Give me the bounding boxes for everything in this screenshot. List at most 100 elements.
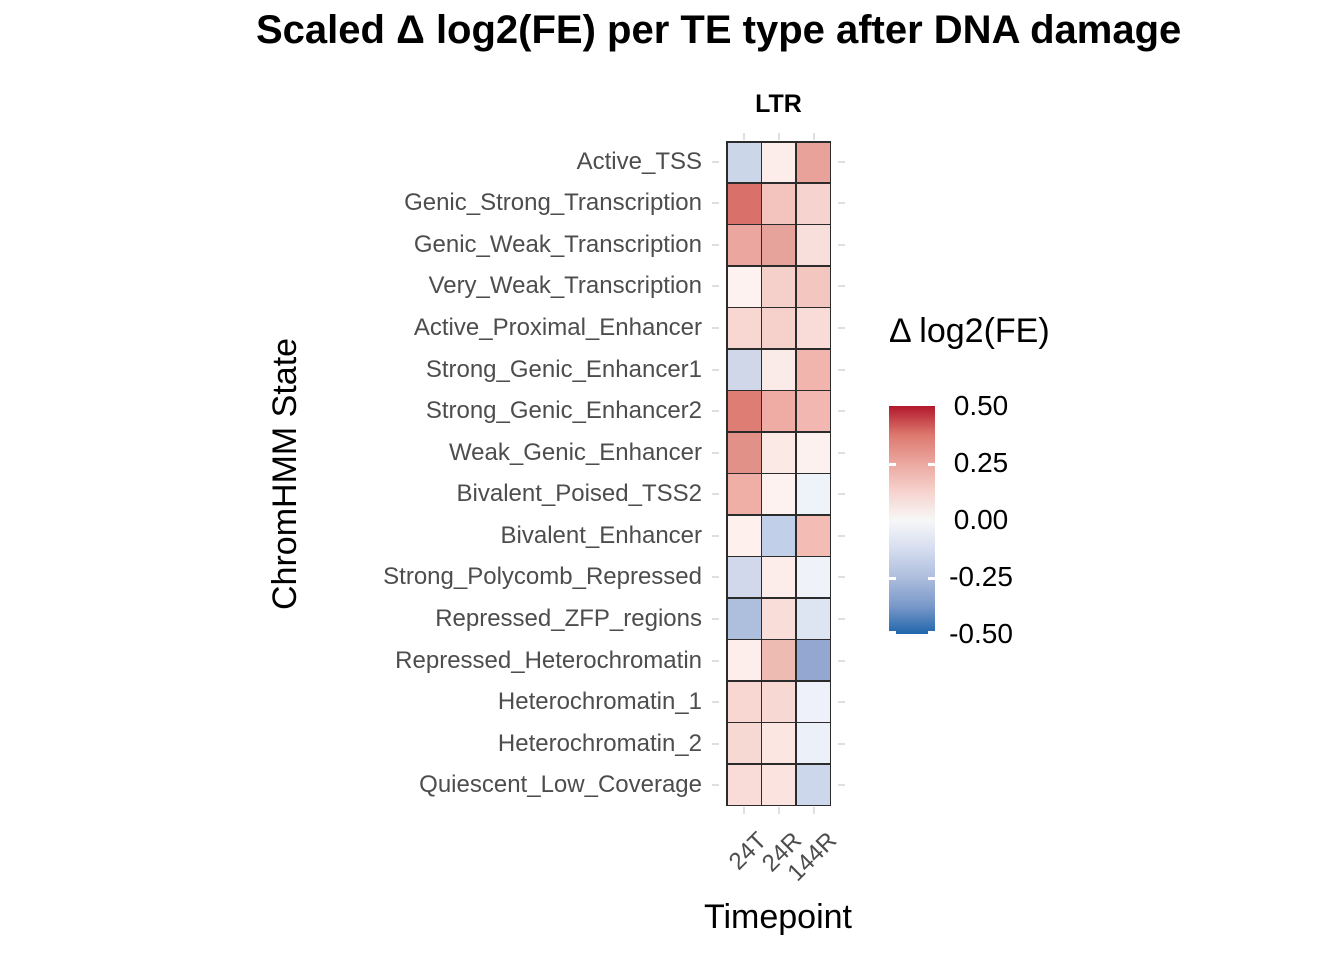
axis-tick-mark xyxy=(712,534,719,537)
heatmap-cell xyxy=(796,266,830,307)
y-tick-label: Active_Proximal_Enhancer xyxy=(413,314,702,342)
y-tick-label: Bivalent_Enhancer xyxy=(500,521,702,549)
heatmap-cell xyxy=(727,225,761,266)
heatmap-cell xyxy=(796,142,830,183)
heatmap-cell xyxy=(762,640,795,681)
axis-tick-mark xyxy=(777,133,780,140)
axis-tick-mark xyxy=(712,576,719,579)
axis-tick-mark xyxy=(712,784,719,787)
heatmap-cell xyxy=(796,515,830,556)
heatmap-cell xyxy=(727,266,761,307)
legend-tick-label: 0.50 xyxy=(953,390,1009,421)
y-tick-label: Bivalent_Poised_TSS2 xyxy=(456,480,702,508)
heatmap-cell xyxy=(796,723,830,764)
heatmap-cell xyxy=(796,474,830,515)
heatmap-cell xyxy=(762,183,795,224)
heatmap-cell xyxy=(796,349,830,390)
heatmap-cell xyxy=(762,598,795,639)
y-tick-label: Repressed_ZFP_regions xyxy=(435,604,702,632)
axis-tick-mark xyxy=(777,807,780,814)
axis-tick-mark xyxy=(712,368,719,371)
y-tick-label: Strong_Genic_Enhancer1 xyxy=(425,355,702,383)
heatmap-cell xyxy=(762,142,795,183)
y-tick-label: Genic_Strong_Transcription xyxy=(404,189,702,217)
axis-tick-mark xyxy=(812,807,815,814)
heatmap-cell xyxy=(727,723,761,764)
axis-tick-mark xyxy=(812,133,815,140)
legend-bar-tick xyxy=(928,577,935,580)
y-tick-label: Heterochromatin_2 xyxy=(497,729,702,757)
y-tick-label: Active_TSS xyxy=(576,147,702,175)
y-tick-label: Repressed_Heterochromatin xyxy=(395,646,702,674)
axis-tick-mark xyxy=(712,160,719,163)
axis-tick-mark xyxy=(838,160,845,163)
axis-tick-mark xyxy=(712,202,719,205)
axis-tick-mark xyxy=(712,617,719,620)
legend-tick-label: 0.25 xyxy=(953,447,1009,478)
heatmap-cell xyxy=(762,225,795,266)
heatmap-cell xyxy=(796,557,830,598)
heatmap-cell xyxy=(727,349,761,390)
heatmap-cell xyxy=(796,764,830,805)
axis-tick-mark xyxy=(712,285,719,288)
heatmap-panel xyxy=(726,141,831,806)
axis-tick-mark xyxy=(712,742,719,745)
axis-tick-mark xyxy=(712,243,719,246)
axis-tick-mark xyxy=(838,493,845,496)
legend-bar-tick xyxy=(928,631,935,634)
heatmap-cell xyxy=(796,681,830,722)
legend-title: Δ log2(FE) xyxy=(889,312,1050,350)
axis-tick-mark xyxy=(742,807,745,814)
y-tick-label: Strong_Genic_Enhancer2 xyxy=(425,397,702,425)
axis-tick-mark xyxy=(838,617,845,620)
axis-tick-mark xyxy=(838,742,845,745)
axis-tick-mark xyxy=(838,327,845,330)
heatmap-cell xyxy=(727,640,761,681)
axis-tick-mark xyxy=(712,701,719,704)
y-tick-label: Weak_Genic_Enhancer xyxy=(448,438,702,466)
heatmap-cell xyxy=(762,723,795,764)
legend-tick-label: 0.00 xyxy=(953,504,1009,535)
legend-tick-label: -0.25 xyxy=(949,561,1013,592)
axis-tick-mark xyxy=(838,659,845,662)
heatmap-cell xyxy=(762,266,795,307)
axis-tick-mark xyxy=(838,701,845,704)
facet-strip-label: LTR xyxy=(755,90,802,118)
heatmap-cell xyxy=(727,515,761,556)
heatmap-cell xyxy=(762,764,795,805)
legend-bar-tick xyxy=(889,577,896,580)
legend-bar-tick xyxy=(928,463,935,466)
heatmap-cell xyxy=(727,432,761,473)
heatmap-cell xyxy=(727,308,761,349)
heatmap-cell xyxy=(727,474,761,515)
heatmap-cell xyxy=(727,598,761,639)
axis-tick-mark xyxy=(712,493,719,496)
axis-tick-mark xyxy=(712,451,719,454)
heatmap-cell xyxy=(762,391,795,432)
y-axis-tick-labels: Active_TSS Genic_Strong_Transcription Geni… xyxy=(0,141,702,806)
axis-tick-mark xyxy=(838,576,845,579)
heatmap-cell xyxy=(796,432,830,473)
heatmap-cell xyxy=(727,764,761,805)
heatmap-cell xyxy=(796,225,830,266)
axis-tick-mark xyxy=(838,243,845,246)
axis-tick-mark xyxy=(712,327,719,330)
heatmap-cell xyxy=(762,474,795,515)
heatmap-cell xyxy=(762,308,795,349)
heatmap-cell xyxy=(796,391,830,432)
axis-tick-mark xyxy=(838,534,845,537)
x-axis-title: Timepoint xyxy=(703,898,853,936)
heatmap-cell xyxy=(727,142,761,183)
axis-tick-mark xyxy=(712,410,719,413)
heatmap-cell xyxy=(762,349,795,390)
axis-tick-mark xyxy=(712,659,719,662)
legend-bar-tick xyxy=(889,463,896,466)
y-tick-label: Very_Weak_Transcription xyxy=(428,272,702,300)
heatmap-cell xyxy=(762,557,795,598)
y-tick-label: Heterochromatin_1 xyxy=(497,688,702,716)
heatmap-cell xyxy=(727,183,761,224)
legend-colorbar xyxy=(889,406,935,634)
heatmap-cell xyxy=(796,640,830,681)
axis-tick-mark xyxy=(838,368,845,371)
y-tick-label: Quiescent_Low_Coverage xyxy=(419,771,702,799)
